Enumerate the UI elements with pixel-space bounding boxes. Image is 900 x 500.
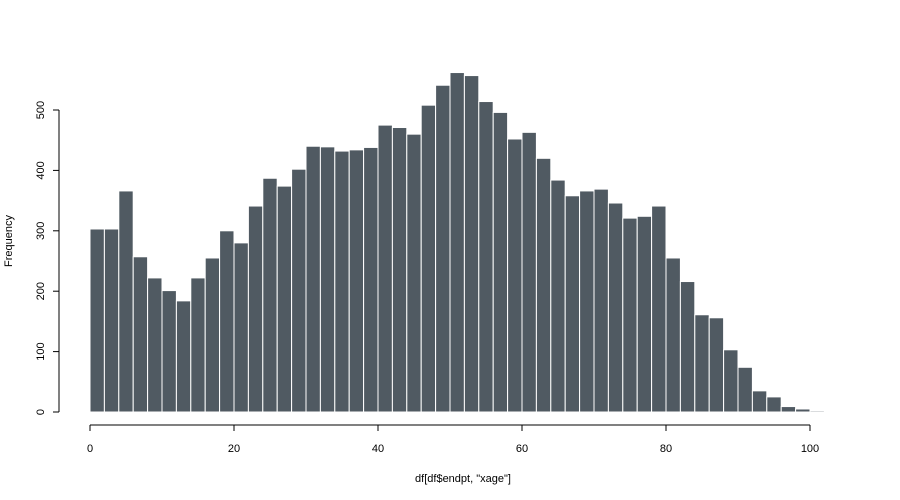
histogram-bar: [420, 104, 437, 413]
y-tick-label: 400: [35, 161, 47, 179]
histogram-bar: [147, 277, 163, 413]
histogram-bar: [305, 145, 321, 413]
y-tick-label: 200: [35, 282, 47, 300]
histogram-bar: [795, 408, 811, 413]
histogram-bar: [780, 406, 797, 413]
histogram-bar: [118, 190, 134, 413]
histogram-bar: [607, 202, 624, 413]
histogram-bar: [665, 257, 681, 413]
y-axis-label: Frequency: [3, 215, 15, 267]
histogram-bar: [262, 177, 278, 413]
y-tick-label: 0: [35, 409, 47, 415]
histogram-bar: [190, 277, 206, 413]
histogram-bar: [521, 131, 537, 413]
histogram-bar: [334, 150, 350, 413]
histogram-bar: [723, 349, 739, 413]
x-tick-label: 60: [516, 443, 528, 455]
histogram-bar: [348, 149, 365, 413]
histogram-bar: [766, 396, 782, 413]
histogram-bar: [507, 138, 523, 413]
histogram-bar: [219, 230, 235, 413]
histogram-bar: [679, 281, 696, 413]
histogram-bar: [809, 410, 825, 413]
histogram-bar: [463, 75, 480, 413]
y-axis: 0 100 200 300 400 500: [35, 101, 60, 415]
x-tick-label: 20: [228, 443, 240, 455]
x-tick-label: 0: [87, 443, 93, 455]
histogram-bar: [276, 185, 293, 413]
histogram-bar: [564, 195, 581, 413]
x-tick-label: 100: [801, 443, 819, 455]
histogram-bar: [737, 366, 753, 413]
histogram-bar: [492, 111, 509, 413]
histogram-bar: [651, 205, 667, 413]
histogram-bar: [694, 314, 710, 413]
histogram-bar: [435, 84, 451, 413]
y-tick-label: 300: [35, 222, 47, 240]
histogram-bar: [550, 179, 566, 413]
histogram-bar: [593, 188, 609, 413]
histogram-bar: [291, 168, 307, 413]
x-tick-label: 40: [372, 443, 384, 455]
histogram-bar: [319, 146, 336, 413]
histogram-bar: [478, 101, 494, 413]
histogram-bar: [161, 290, 177, 413]
histogram-bar: [247, 205, 264, 413]
histogram-bar: [622, 217, 638, 413]
histogram-bar: [449, 72, 465, 413]
histogram-bar: [751, 390, 768, 413]
histogram-bar: [175, 300, 192, 413]
histogram-bar: [132, 256, 149, 413]
histogram-bar: [103, 228, 120, 413]
x-axis-label: df[df$endpt, "xage"]: [415, 473, 511, 485]
histogram-bar: [406, 133, 422, 413]
histogram-bar: [89, 228, 105, 413]
x-axis: 0 20 40 60 80 100: [87, 424, 819, 455]
histogram-bar: [391, 127, 408, 413]
y-tick-label: 500: [35, 101, 47, 119]
histogram-bar: [363, 146, 379, 413]
y-tick-label: 100: [35, 342, 47, 360]
histogram-bar: [233, 242, 249, 413]
histogram-bar: [579, 190, 595, 413]
histogram-bar: [377, 124, 393, 413]
histogram-bar: [636, 215, 653, 413]
histogram-bar: [535, 157, 552, 413]
histogram-bar: [708, 317, 725, 413]
x-tick-label: 80: [660, 443, 672, 455]
histogram-bar: [204, 257, 221, 413]
histogram-bars: [89, 72, 825, 413]
